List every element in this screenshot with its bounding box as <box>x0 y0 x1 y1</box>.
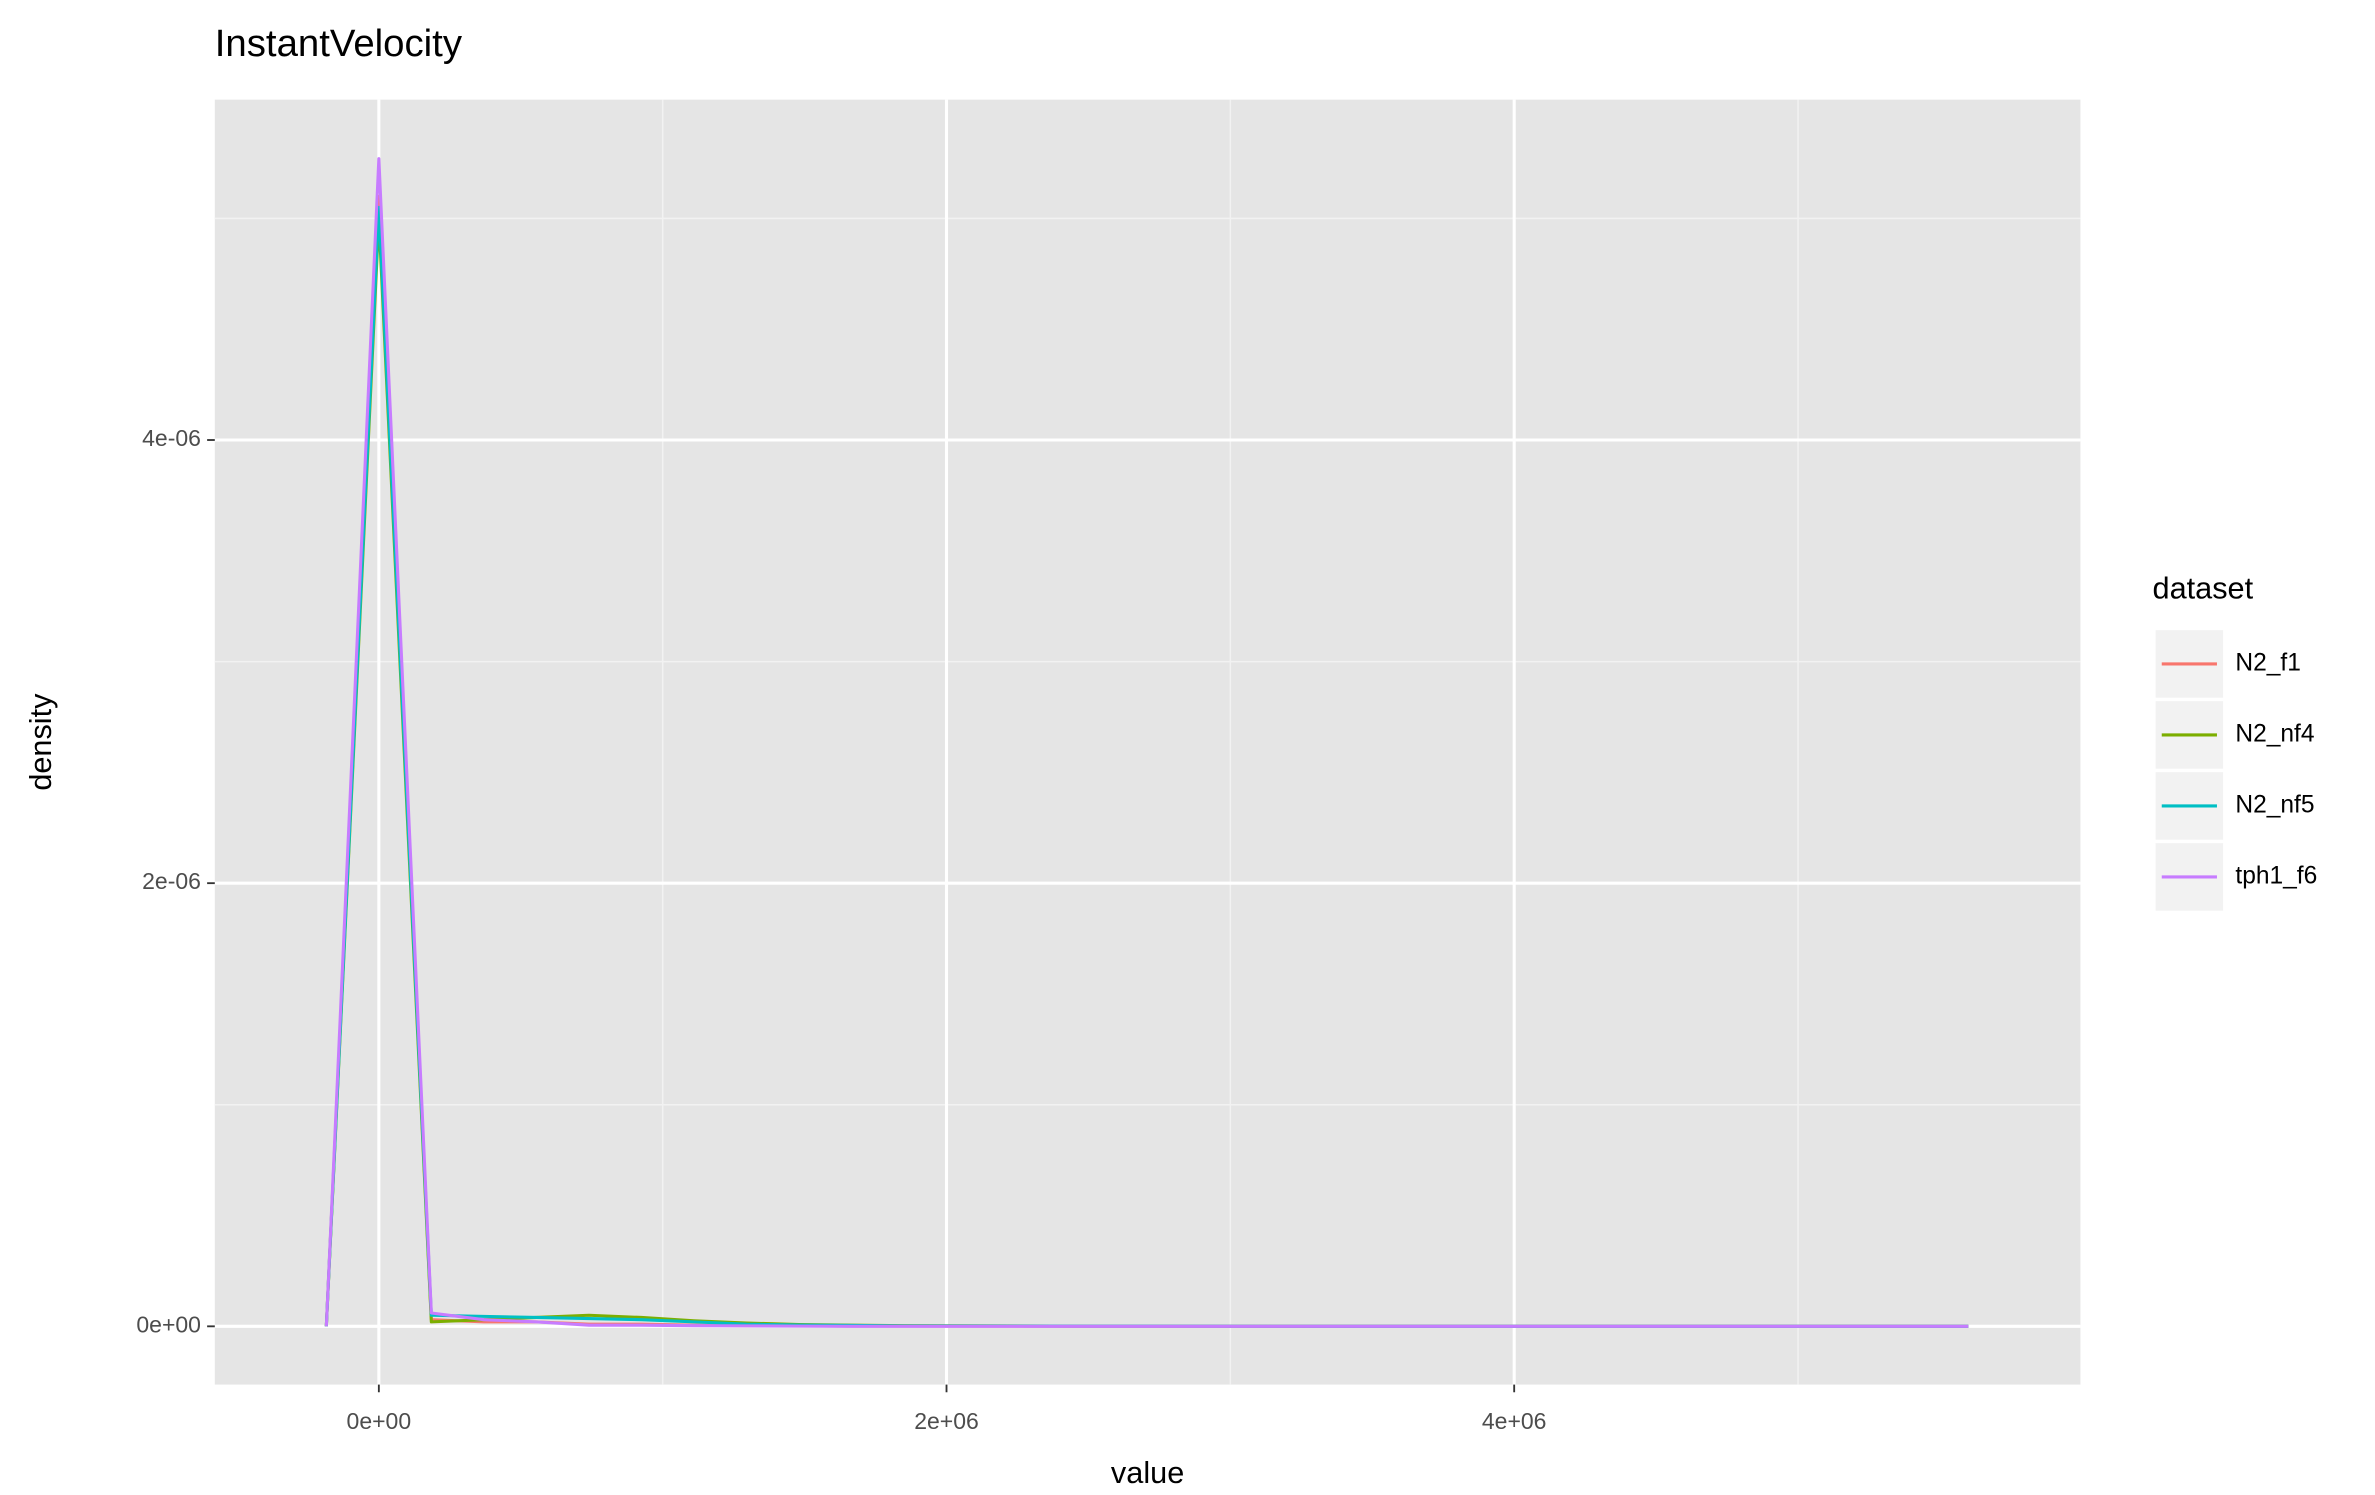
chart-title: InstantVelocity <box>215 22 463 65</box>
x-tick-label: 4e+06 <box>1482 1408 1547 1434</box>
y-tick-label: 2e-06 <box>142 868 201 894</box>
x-tick-label: 0e+00 <box>347 1408 412 1434</box>
series-line <box>324 157 1969 1328</box>
legend-label: N2_f1 <box>2235 649 2300 676</box>
x-tick-label: 2e+06 <box>914 1408 979 1434</box>
legend-title: dataset <box>2153 571 2254 605</box>
legend-label: tph1_f6 <box>2235 862 2317 889</box>
x-axis-label: value <box>1111 1456 1184 1490</box>
legend-label: N2_nf5 <box>2235 791 2314 818</box>
legend-label: N2_nf4 <box>2235 720 2314 747</box>
y-tick-label: 4e-06 <box>142 425 201 451</box>
y-tick-label: 0e+00 <box>136 1311 201 1337</box>
panel <box>214 99 2081 1385</box>
y-axis-label: density <box>24 693 58 791</box>
